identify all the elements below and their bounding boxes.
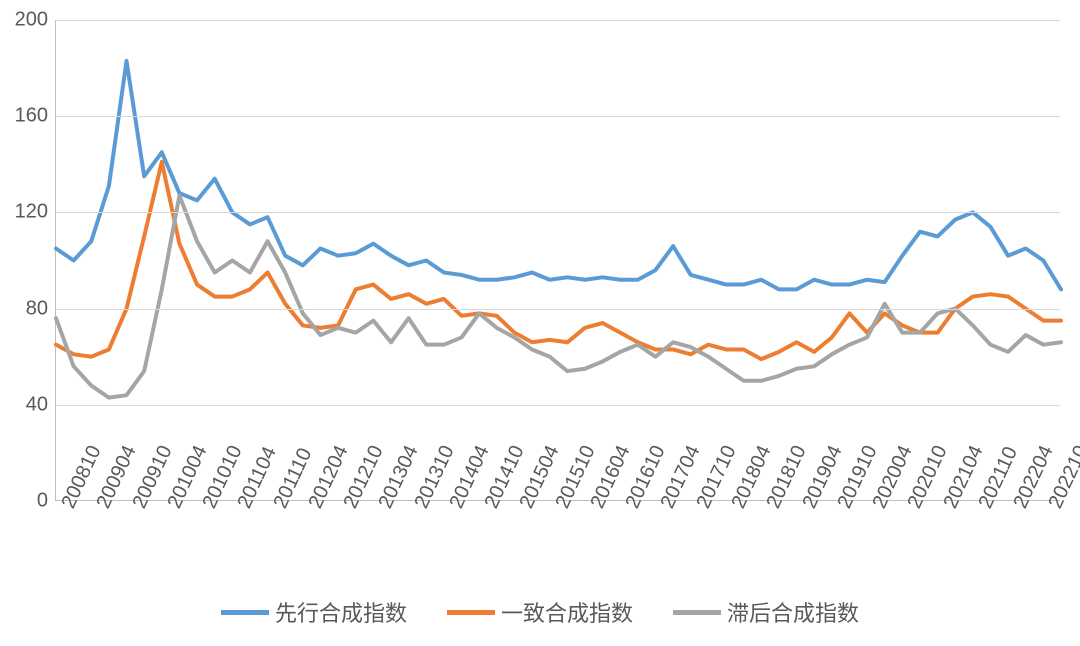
- legend-item: 一致合成指数: [447, 596, 633, 628]
- y-tick-label: 200: [15, 9, 56, 32]
- y-tick-label: 160: [15, 105, 56, 128]
- gridline: [56, 212, 1060, 213]
- gridline: [56, 116, 1060, 117]
- gridline: [56, 405, 1060, 406]
- y-tick-label: 40: [26, 393, 56, 416]
- legend: 先行合成指数 一致合成指数 滞后合成指数: [0, 596, 1080, 628]
- gridline: [56, 309, 1060, 310]
- series-line: [56, 196, 1061, 398]
- legend-item: 滞后合成指数: [673, 596, 859, 628]
- y-tick-label: 120: [15, 201, 56, 224]
- legend-item: 先行合成指数: [221, 596, 407, 628]
- plot-area: 0408012016020020081020090420091020100420…: [55, 20, 1060, 501]
- legend-swatch: [673, 610, 721, 615]
- legend-label: 先行合成指数: [275, 596, 407, 628]
- gridline: [56, 20, 1060, 21]
- series-svg: [56, 20, 1061, 501]
- y-tick-label: 80: [26, 297, 56, 320]
- legend-label: 一致合成指数: [501, 596, 633, 628]
- line-chart: 0408012016020020081020090420091020100420…: [0, 0, 1080, 646]
- y-tick-label: 0: [37, 490, 56, 513]
- legend-swatch: [221, 610, 269, 615]
- legend-swatch: [447, 610, 495, 615]
- legend-label: 滞后合成指数: [727, 596, 859, 628]
